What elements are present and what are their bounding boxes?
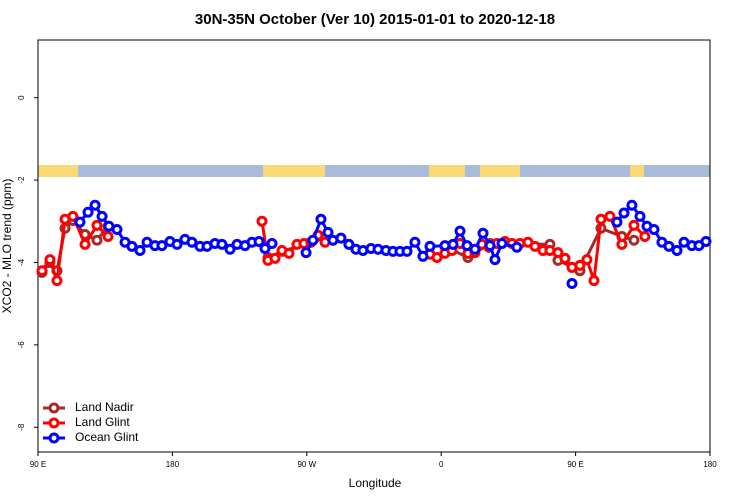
point xyxy=(156,240,168,252)
point xyxy=(283,247,295,259)
point xyxy=(36,265,48,277)
point xyxy=(44,254,56,266)
point xyxy=(102,231,114,243)
point xyxy=(663,240,675,252)
legend-marker xyxy=(48,417,60,429)
point xyxy=(259,242,271,254)
point xyxy=(409,236,421,248)
point xyxy=(447,238,459,250)
point xyxy=(700,235,712,247)
point xyxy=(552,247,564,259)
point xyxy=(611,216,623,228)
point xyxy=(91,219,103,231)
point xyxy=(111,224,123,236)
point xyxy=(126,240,138,252)
point xyxy=(511,241,523,253)
point xyxy=(559,252,571,264)
point xyxy=(574,259,586,271)
point xyxy=(79,238,91,250)
point xyxy=(469,243,481,255)
point xyxy=(431,252,443,264)
y-tick-label: -8 xyxy=(17,423,26,431)
x-tick-label: 180 xyxy=(703,460,717,469)
point xyxy=(648,224,660,236)
point xyxy=(74,216,86,228)
plot-frame xyxy=(37,39,711,453)
point xyxy=(266,238,278,250)
point xyxy=(307,234,319,246)
point xyxy=(616,238,628,250)
legend-label: Ocean Glint xyxy=(75,430,139,444)
point xyxy=(634,210,646,222)
point xyxy=(417,250,429,262)
land-ocean-strip xyxy=(38,165,710,177)
point xyxy=(216,238,228,250)
point xyxy=(618,207,630,219)
x-tick-label: 90 E xyxy=(567,460,583,469)
point xyxy=(322,226,334,238)
point xyxy=(91,234,103,246)
point xyxy=(300,247,312,259)
point xyxy=(224,243,236,255)
y-tick-label: -2 xyxy=(17,176,26,184)
legend-marker xyxy=(48,432,60,444)
point xyxy=(134,245,146,257)
legend-label: Land Glint xyxy=(75,415,130,429)
point xyxy=(51,275,63,287)
point xyxy=(401,245,413,257)
point xyxy=(628,219,640,231)
point xyxy=(343,238,355,250)
x-axis-label: Longitude xyxy=(349,476,402,490)
point xyxy=(186,236,198,248)
point xyxy=(489,254,501,266)
point xyxy=(626,199,638,211)
point xyxy=(82,206,94,218)
point xyxy=(581,254,593,266)
point xyxy=(529,240,541,252)
point xyxy=(484,240,496,252)
y-tick-label: -4 xyxy=(17,258,26,266)
y-tick-label: 0 xyxy=(17,95,26,100)
chart-title: 30N-35N October (Ver 10) 2015-01-01 to 2… xyxy=(195,11,555,28)
point xyxy=(496,238,508,250)
point xyxy=(253,235,265,247)
point xyxy=(595,213,607,225)
point xyxy=(171,238,183,250)
point xyxy=(424,240,436,252)
point xyxy=(315,213,327,225)
point xyxy=(588,275,600,287)
point xyxy=(335,232,347,244)
legend-label: Land Nadir xyxy=(75,400,134,414)
point xyxy=(671,245,683,257)
point xyxy=(566,277,578,289)
point xyxy=(454,225,466,237)
point xyxy=(256,215,268,227)
point xyxy=(96,210,108,222)
x-tick-label: 180 xyxy=(166,460,180,469)
point xyxy=(67,210,79,222)
x-tick-label: 0 xyxy=(439,460,444,469)
y-axis-label: XCO2 - MLO trend (ppm) xyxy=(0,179,14,314)
point xyxy=(269,252,281,264)
x-tick-label: 90 W xyxy=(297,460,316,469)
point xyxy=(477,227,489,239)
x-tick-label: 90 E xyxy=(30,460,46,469)
y-tick-label: -6 xyxy=(17,341,26,349)
point xyxy=(89,199,101,211)
point xyxy=(628,234,640,246)
point xyxy=(604,210,616,222)
point xyxy=(639,231,651,243)
legend-marker xyxy=(48,402,60,414)
